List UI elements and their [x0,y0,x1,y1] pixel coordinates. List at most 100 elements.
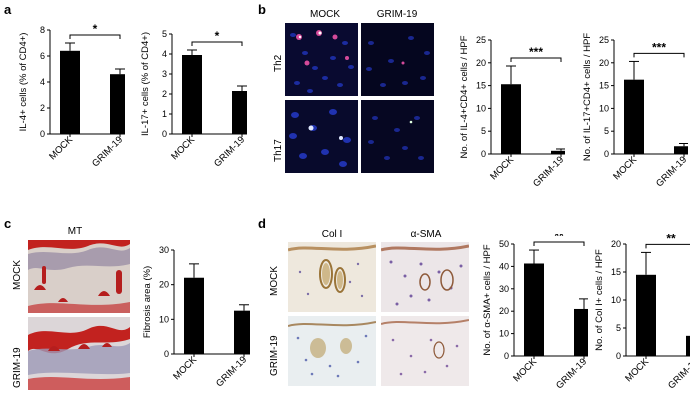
y-tick-label: 0 [504,351,509,361]
y-tick-label: 5 [604,126,609,136]
significance-label: * [215,29,220,43]
y-tick-label: 10 [599,103,609,113]
bar [182,55,202,134]
x-tick-label: MOCK [47,134,75,162]
bar [524,263,544,356]
y-tick-label: 1 [162,109,167,119]
micrograph-d-grim19-col1 [288,316,376,386]
x-tick-label: GRIM-19 [531,154,565,189]
micrograph-c-grim19-mt [28,317,130,390]
chart-il4-cd4-hpf: 0 5 10 15 20 25 No. of IL-4+CD4+ cells / HPF MO… [459,35,565,189]
y-tick-label: 2 [40,103,45,113]
y-tick-label: 0 [40,129,45,139]
y-tick-label: 10 [476,103,486,113]
bar [234,310,250,354]
y-tick-label: 20 [499,306,509,316]
y-tick-label: 10 [611,295,621,305]
micrograph-d-grim19-asma [381,316,469,386]
d-col-label-asma: α-SMA [410,229,442,240]
b-row-label-th17: Th17 [273,139,284,162]
y-tick-label: 2 [162,89,167,99]
c-row-label-grim19: GRIM-19 [12,347,23,388]
chart-fibrosis-area: 0 10 20 30 Fibrosis area (%) MOCK GRIM-19 [142,245,250,389]
d-row-label-grim19: GRIM-19 [269,335,280,376]
bar [60,50,80,134]
y-tick-label: 5 [616,323,621,333]
significance-label: *** [652,40,666,54]
y-tick-label: 4 [162,49,167,59]
bar [574,308,588,356]
bar [624,79,644,154]
significance-label: * [93,22,98,36]
y-tick-label: 30 [159,245,169,255]
significance-label: *** [529,45,543,59]
bar [551,150,565,154]
y-tick-label: 6 [40,51,45,61]
bar [110,74,125,134]
micrograph-b-grim19-th2 [361,23,434,96]
panel-letter-d: d [258,216,266,231]
chart-asma-hpf: 0 10 20 30 40 50 No. of α-SMA+ cells / HPF MOCK… [482,234,588,391]
b-row-label-th2: Th2 [273,54,284,72]
y-tick-label: 25 [599,35,609,45]
chart-il17-cd4-hpf: 0 5 10 15 20 25 No. of IL-17+CD4+ cells / HPF M… [582,33,688,189]
x-tick-label: GRIM-19 [554,356,588,391]
significance-label: ** [554,234,564,243]
y-tick-label: 3 [162,69,167,79]
y-tick-label: 15 [476,81,486,91]
x-tick-label: MOCK [488,154,516,182]
significance-label: ** [666,234,676,245]
y-tick-label: 0 [616,351,621,361]
y-axis-label: Fibrosis area (%) [142,266,153,338]
y-tick-label: 30 [499,284,509,294]
d-col-label-col1: Col I [321,229,343,240]
significance-bracket [533,241,585,247]
chart-il4-percent: 0 2 4 6 8 IL-4+ cells (% of CD4+) MOCK GRIM-19 * [18,22,125,169]
panel-letter-b: b [258,2,266,17]
bar [184,277,204,354]
y-axis-label: No. of α-SMA+ cells / HPF [482,244,493,356]
x-tick-label: GRIM-19 [666,356,690,391]
x-tick-label: MOCK [611,154,639,182]
y-tick-label: 4 [40,77,45,87]
micrograph-d-mock-col1 [288,242,376,312]
c-row-label-mock: MOCK [12,260,23,290]
y-tick-label: 0 [162,129,167,139]
d-row-label-mock: MOCK [269,266,280,296]
x-tick-label: MOCK [623,356,651,384]
b-col-label-grim19: GRIM-19 [376,9,418,20]
bar [501,84,521,154]
micrograph-b-mock-th17 [285,100,358,173]
panel-letter-a: a [4,2,12,17]
micrograph-b-mock-th2 [285,23,358,96]
y-tick-label: 0 [164,349,169,359]
y-tick-label: 40 [499,261,509,271]
y-tick-label: 15 [599,81,609,91]
y-axis-label: No. of Col I+ cells / HPF [594,249,605,351]
y-tick-label: 20 [476,58,486,68]
y-tick-label: 20 [159,280,169,290]
x-tick-label: MOCK [171,354,199,382]
x-tick-label: GRIM-19 [214,354,249,389]
micrograph-b-grim19-th17 [361,100,434,173]
y-tick-label: 5 [162,29,167,39]
y-axis-label: IL-17+ cells (% of CD4+) [140,32,151,136]
y-tick-label: 25 [476,35,486,45]
y-tick-label: 0 [604,149,609,159]
y-axis-label: No. of IL-17+CD4+ cells / HPF [582,33,593,161]
micrograph-c-mock-mt [28,240,130,313]
bar [686,335,690,356]
x-tick-label: MOCK [511,356,539,384]
significance-bracket [633,52,685,58]
bar [674,146,688,154]
y-tick-label: 20 [611,239,621,249]
y-tick-label: 15 [611,267,621,277]
significance-bracket [69,34,121,39]
b-col-label-mock: MOCK [310,9,340,20]
y-tick-label: 0 [481,149,486,159]
bar [636,274,656,356]
chart-il17-percent: 0 1 2 3 4 5 IL-17+ cells (% of CD4+) MOCK GRIM-1… [140,29,247,169]
chart-col1-hpf: 0 5 10 15 20 No. of Col I+ cells / HPF MOCK GRI… [594,234,690,391]
x-tick-label: GRIM-19 [90,134,125,169]
micrograph-d-mock-asma [381,242,469,312]
